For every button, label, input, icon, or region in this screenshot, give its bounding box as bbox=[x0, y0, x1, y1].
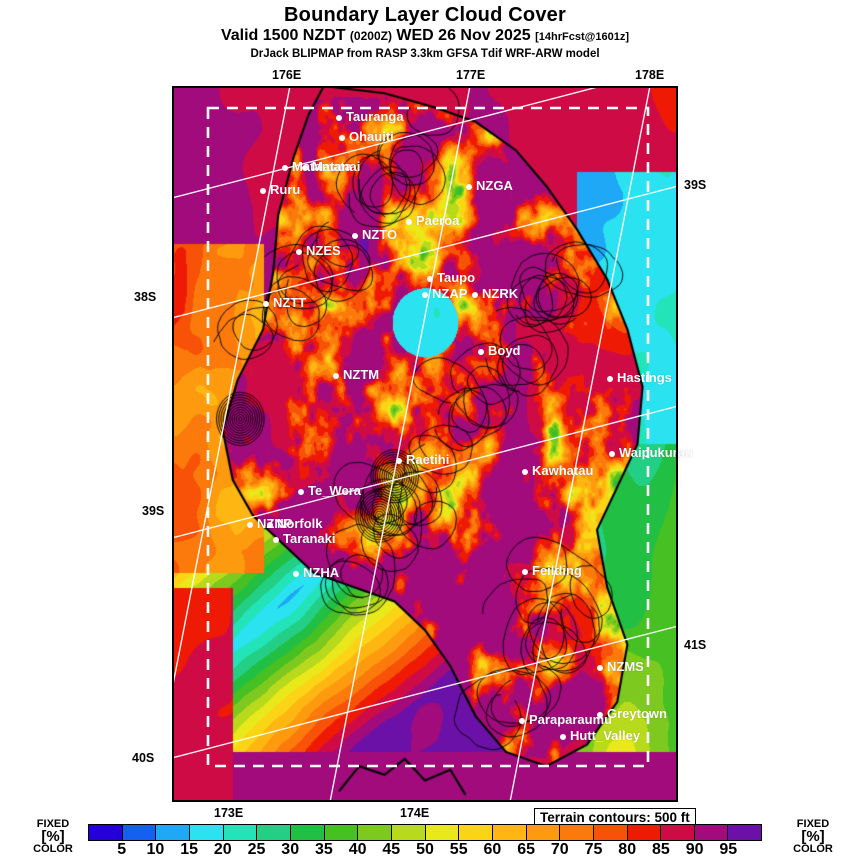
graticule-label-lat: 38S bbox=[134, 290, 157, 304]
fixed-label-unit-right: [%] bbox=[801, 828, 825, 845]
colorbar-tick-labels: 5 10 15 20 25 30 35 40 45 50 55 60 65 70 75 80 85 90 95 bbox=[88, 841, 762, 859]
colorbar[interactable] bbox=[88, 824, 762, 841]
colorbar-tick: 45 bbox=[382, 841, 401, 858]
colorbar-swatch bbox=[324, 825, 359, 840]
colorbar-swatch bbox=[728, 825, 762, 840]
colorbar-tick: 30 bbox=[281, 841, 300, 858]
colorbar-tick: 95 bbox=[719, 841, 738, 858]
colorbar-tick: 5 bbox=[117, 841, 127, 858]
colorbar-swatch bbox=[391, 825, 426, 840]
colorbar-tick: 85 bbox=[651, 841, 670, 858]
graticule-label-lon: 173E bbox=[214, 806, 244, 820]
colorbar-swatch bbox=[593, 825, 628, 840]
colorbar-tick: 35 bbox=[314, 841, 333, 858]
colorbar-swatch bbox=[459, 825, 493, 840]
fixed-label-unit-left: [%] bbox=[41, 828, 65, 845]
colorbar-swatch bbox=[425, 825, 460, 840]
colorbar-tick: 20 bbox=[213, 841, 232, 858]
fixed-label-bottom-right: COLOR bbox=[793, 843, 833, 855]
colorbar-swatch bbox=[122, 825, 157, 840]
graticule-label-lat: 39S bbox=[684, 178, 707, 192]
colorbar-tick: 50 bbox=[416, 841, 434, 858]
page-title: Boundary Layer Cloud Cover bbox=[284, 4, 566, 26]
model-description: DrJack BLIPMAP from RASP 3.3km GFSA Tdif… bbox=[250, 48, 600, 60]
colorbar-swatch bbox=[627, 825, 662, 840]
title-block: Boundary Layer Cloud Cover Valid 1500 NZ… bbox=[0, 0, 850, 62]
forecast-tag: [14hrFcst@1601z] bbox=[535, 31, 630, 43]
colorbar-tick: 15 bbox=[180, 841, 198, 858]
fixed-color-label-left: FIXED [%] COLOR bbox=[22, 819, 84, 855]
cloud-cover-map[interactable]: Tauranga Ohauiti Matamata Matanai Ruru NZGA Pa… bbox=[132, 68, 706, 820]
colorbar-tick: 40 bbox=[348, 841, 367, 858]
graticule-label-lon: 178E bbox=[635, 68, 665, 82]
graticule-label-lon: 176E bbox=[272, 68, 302, 82]
colorbar-swatch bbox=[661, 825, 695, 840]
colorbar-tick: 80 bbox=[618, 841, 637, 858]
graticule-label-lon: 174E bbox=[400, 806, 430, 820]
colorbar-tick: 65 bbox=[517, 841, 535, 858]
colorbar-swatch bbox=[492, 825, 527, 840]
colorbar-swatch bbox=[694, 825, 729, 840]
colorbar-tick: 10 bbox=[146, 841, 165, 858]
colorbar-swatch bbox=[257, 825, 291, 840]
colorbar-tick: 55 bbox=[449, 841, 468, 858]
colorbar-swatch bbox=[156, 825, 190, 840]
colorbar-tick: 25 bbox=[247, 841, 266, 858]
colorbar-tick: 70 bbox=[550, 841, 569, 858]
cloud-cover-raster bbox=[172, 86, 678, 802]
valid-time-utc: (0200Z) bbox=[349, 29, 392, 43]
graticule-label-lat: 39S bbox=[142, 504, 165, 518]
valid-time-line: Valid 1500 NZDT (0200Z) WED 26 Nov 2025 … bbox=[0, 26, 850, 47]
valid-time: Valid 1500 NZDT bbox=[220, 27, 346, 44]
colorbar-swatch bbox=[358, 825, 392, 840]
graticule-label-lon: 177E bbox=[456, 68, 486, 82]
fixed-label-top-right: FIXED bbox=[796, 818, 830, 830]
fixed-color-label-right: FIXED [%] COLOR bbox=[782, 819, 844, 855]
colorbar-tick: 60 bbox=[483, 841, 502, 858]
colorbar-swatch bbox=[223, 825, 258, 840]
colorbar-swatch bbox=[526, 825, 561, 840]
colorbar-tick: 90 bbox=[685, 841, 704, 858]
colorbar-tick: 75 bbox=[584, 841, 603, 858]
fixed-label-top-left: FIXED bbox=[36, 818, 70, 830]
colorbar-swatch bbox=[189, 825, 224, 840]
graticule-label-lat: 41S bbox=[684, 638, 707, 652]
graticule-label-lat: 40S bbox=[132, 751, 155, 765]
valid-date: WED 26 Nov 2025 bbox=[396, 27, 531, 44]
colorbar-swatch bbox=[560, 825, 594, 840]
fixed-label-bottom-left: COLOR bbox=[33, 843, 73, 855]
colorbar-swatch bbox=[89, 825, 123, 840]
colorbar-swatch bbox=[290, 825, 325, 840]
